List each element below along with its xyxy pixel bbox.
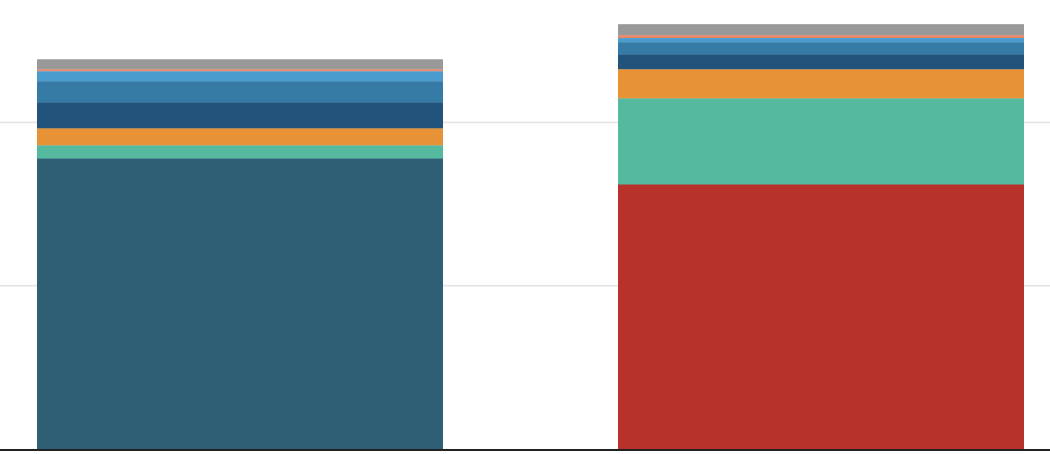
- bar-segment: [37, 158, 443, 449]
- bar-segment: [37, 69, 443, 72]
- bar-segment: [37, 59, 443, 70]
- bar-segment: [618, 38, 1024, 43]
- bar-segment: [37, 128, 443, 146]
- bar-segment: [37, 81, 443, 103]
- bar-segment: [37, 102, 443, 129]
- bar-segment: [618, 42, 1024, 55]
- bar-segment: [618, 184, 1024, 450]
- bar-segment: [618, 54, 1024, 70]
- bar-segment: [618, 35, 1024, 39]
- bar-segment: [618, 24, 1024, 36]
- bar-segment: [37, 145, 443, 159]
- bar-segment: [37, 71, 443, 82]
- bar-segment: [618, 98, 1024, 185]
- bar-segment: [618, 69, 1024, 99]
